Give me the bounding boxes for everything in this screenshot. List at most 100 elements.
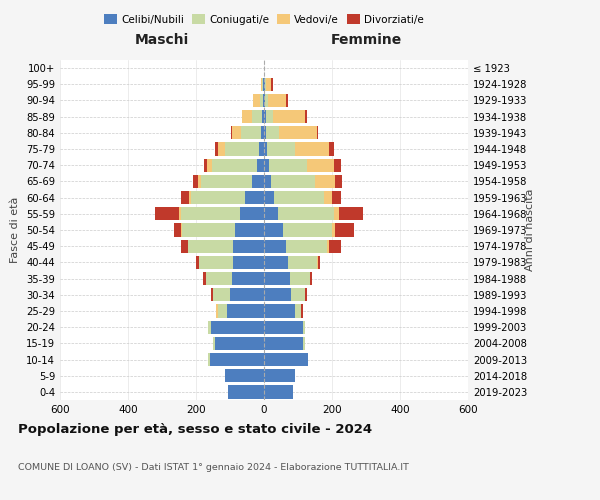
Bar: [264, 110, 266, 124]
Bar: [264, 191, 323, 204]
Bar: [264, 175, 335, 188]
Bar: [215, 336, 264, 350]
Bar: [264, 175, 315, 188]
Bar: [208, 320, 264, 334]
Bar: [155, 207, 264, 220]
Bar: [208, 320, 264, 334]
Bar: [264, 369, 295, 382]
Bar: [208, 353, 264, 366]
Bar: [264, 272, 290, 285]
Bar: [264, 288, 305, 302]
Text: Femmine: Femmine: [331, 33, 401, 47]
Bar: [201, 175, 264, 188]
Bar: [264, 256, 320, 269]
Bar: [181, 224, 264, 236]
Bar: [264, 240, 341, 253]
Bar: [264, 288, 305, 302]
Bar: [264, 240, 329, 253]
Bar: [264, 207, 334, 220]
Bar: [252, 110, 264, 124]
Bar: [264, 142, 334, 156]
Bar: [232, 272, 264, 285]
Bar: [264, 224, 354, 236]
Bar: [264, 158, 334, 172]
Bar: [264, 336, 305, 350]
Bar: [264, 142, 329, 156]
Bar: [208, 353, 264, 366]
Bar: [264, 158, 341, 172]
Bar: [242, 110, 264, 124]
Bar: [264, 369, 295, 382]
Bar: [211, 288, 264, 302]
Bar: [217, 304, 264, 318]
Bar: [264, 272, 310, 285]
Bar: [235, 224, 264, 236]
Bar: [260, 94, 264, 107]
Bar: [233, 256, 264, 269]
Bar: [182, 224, 264, 236]
Bar: [264, 126, 280, 140]
Bar: [206, 272, 264, 285]
Bar: [181, 191, 264, 204]
Bar: [211, 320, 264, 334]
Bar: [264, 320, 305, 334]
Bar: [264, 191, 332, 204]
Bar: [264, 142, 268, 156]
Bar: [264, 191, 274, 204]
Bar: [208, 353, 264, 366]
Bar: [206, 272, 264, 285]
Bar: [241, 126, 264, 140]
Bar: [264, 288, 291, 302]
Bar: [264, 224, 332, 236]
Bar: [261, 126, 264, 140]
Bar: [264, 175, 271, 188]
Bar: [187, 240, 264, 253]
Bar: [264, 304, 301, 318]
Bar: [264, 207, 339, 220]
Bar: [264, 320, 303, 334]
Bar: [253, 94, 264, 107]
Bar: [264, 94, 288, 107]
Bar: [213, 336, 264, 350]
Bar: [196, 256, 264, 269]
Bar: [264, 94, 286, 107]
Bar: [259, 142, 264, 156]
Bar: [252, 175, 264, 188]
Bar: [257, 158, 264, 172]
Bar: [207, 158, 264, 172]
Bar: [262, 110, 264, 124]
Bar: [264, 304, 295, 318]
Legend: Celibi/Nubili, Coniugati/e, Vedovi/e, Divorziati/e: Celibi/Nubili, Coniugati/e, Vedovi/e, Di…: [100, 10, 428, 29]
Bar: [264, 224, 335, 236]
Bar: [230, 126, 264, 140]
Bar: [264, 78, 272, 91]
Bar: [242, 110, 264, 124]
Bar: [264, 94, 265, 107]
Bar: [181, 240, 264, 253]
Bar: [213, 336, 264, 350]
Bar: [264, 320, 305, 334]
Bar: [264, 386, 293, 398]
Bar: [264, 272, 310, 285]
Y-axis label: Fasce di età: Fasce di età: [10, 197, 20, 263]
Bar: [229, 386, 264, 398]
Bar: [264, 110, 272, 124]
Bar: [264, 224, 283, 236]
Bar: [253, 94, 264, 107]
Bar: [264, 288, 307, 302]
Bar: [264, 78, 271, 91]
Bar: [204, 158, 264, 172]
Bar: [264, 336, 303, 350]
Bar: [217, 304, 264, 318]
Bar: [264, 369, 295, 382]
Bar: [264, 304, 303, 318]
Bar: [264, 142, 295, 156]
Bar: [264, 386, 293, 398]
Bar: [264, 126, 319, 140]
Bar: [212, 158, 264, 172]
Bar: [264, 175, 342, 188]
Bar: [262, 78, 264, 91]
Bar: [264, 353, 308, 366]
Bar: [218, 304, 264, 318]
Bar: [264, 256, 319, 269]
